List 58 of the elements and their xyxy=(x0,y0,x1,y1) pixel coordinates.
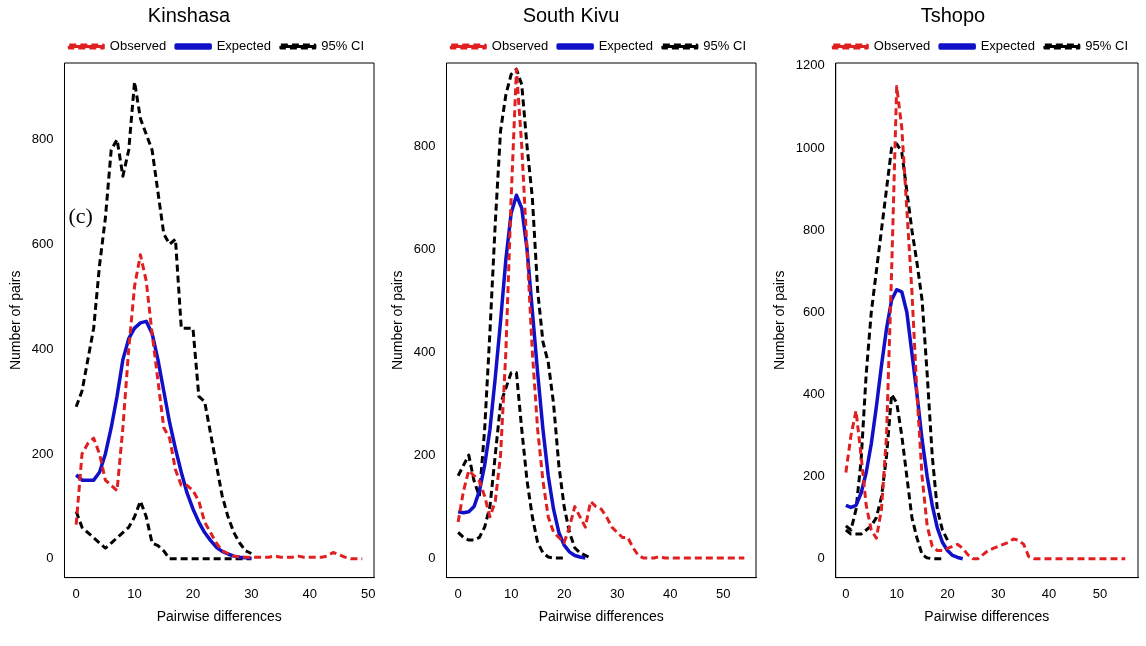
legend-label: 95% CI xyxy=(703,38,747,54)
y-tick-label: 800 xyxy=(803,221,825,237)
x-tick-label: 20 xyxy=(556,585,572,601)
y-tick-label: 400 xyxy=(413,343,436,359)
chart-title: Kinshasa xyxy=(147,3,232,26)
y-tick-label: 0 xyxy=(817,550,825,566)
x-tick-label: 50 xyxy=(715,585,731,601)
line-series xyxy=(74,253,364,561)
x-axis-title: Pairwise differences xyxy=(156,608,282,625)
y-tick-label: 1200 xyxy=(795,57,825,73)
y-tick-label: 600 xyxy=(413,240,436,256)
x-tick-label: 50 xyxy=(1092,585,1108,601)
legend-label: Observed xyxy=(491,38,549,54)
y-tick-label: 400 xyxy=(803,386,825,402)
y-tick-label: 0 xyxy=(46,550,54,566)
x-tick-label: 0 xyxy=(72,585,80,601)
x-tick-label: 40 xyxy=(302,585,317,601)
x-tick-label: 30 xyxy=(609,585,625,601)
legend-label: Observed xyxy=(873,38,931,54)
y-tick-label: 200 xyxy=(413,446,436,462)
x-axis-title: Pairwise differences xyxy=(538,608,664,625)
line-series xyxy=(844,84,1127,561)
y-tick-label: 200 xyxy=(803,468,825,484)
x-tick-label: 40 xyxy=(1041,585,1057,601)
y-axis-title: Number of pairs xyxy=(771,270,788,371)
x-axis-title: Pairwise differences xyxy=(924,608,1050,625)
x-tick-label: 30 xyxy=(991,585,1006,601)
x-tick-label: 0 xyxy=(454,585,462,601)
line-series xyxy=(456,67,746,560)
x-tick-label: 20 xyxy=(185,585,201,601)
chart-title: Tshopo xyxy=(920,3,986,26)
legend-label: Expected xyxy=(598,38,653,54)
chart-title: South Kivu xyxy=(522,3,620,26)
y-tick-label: 200 xyxy=(31,445,54,461)
y-axis-title: Number of pairs xyxy=(389,270,406,371)
y-axis-title: Number of pairs xyxy=(7,270,24,371)
legend-label: 95% CI xyxy=(321,38,365,54)
legend-label: 95% CI xyxy=(1085,38,1129,54)
y-tick-label: 600 xyxy=(803,303,825,319)
x-tick-label: 0 xyxy=(842,585,850,601)
x-tick-label: 10 xyxy=(127,585,142,601)
x-tick-label: 10 xyxy=(889,585,904,601)
x-tick-label: 30 xyxy=(244,585,259,601)
x-tick-label: 50 xyxy=(360,585,376,601)
y-tick-label: 1000 xyxy=(795,139,825,155)
legend-label: Expected xyxy=(980,38,1035,54)
x-tick-label: 10 xyxy=(503,585,519,601)
y-tick-label: 400 xyxy=(31,340,54,356)
y-tick-label: 0 xyxy=(428,549,436,565)
x-tick-label: 20 xyxy=(940,585,955,601)
y-tick-label: 800 xyxy=(413,137,436,153)
y-tick-label: 600 xyxy=(31,235,54,251)
line-series xyxy=(456,371,566,560)
y-tick-label: 800 xyxy=(31,131,54,147)
annotation: (c) xyxy=(68,203,93,229)
legend-label: Observed xyxy=(109,38,167,54)
legend-label: Expected xyxy=(216,38,271,54)
x-tick-label: 40 xyxy=(662,585,678,601)
